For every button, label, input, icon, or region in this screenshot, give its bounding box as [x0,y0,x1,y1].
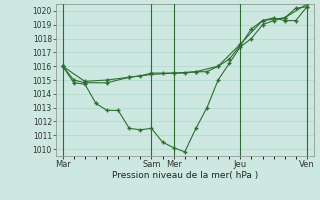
X-axis label: Pression niveau de la mer( hPa ): Pression niveau de la mer( hPa ) [112,171,258,180]
